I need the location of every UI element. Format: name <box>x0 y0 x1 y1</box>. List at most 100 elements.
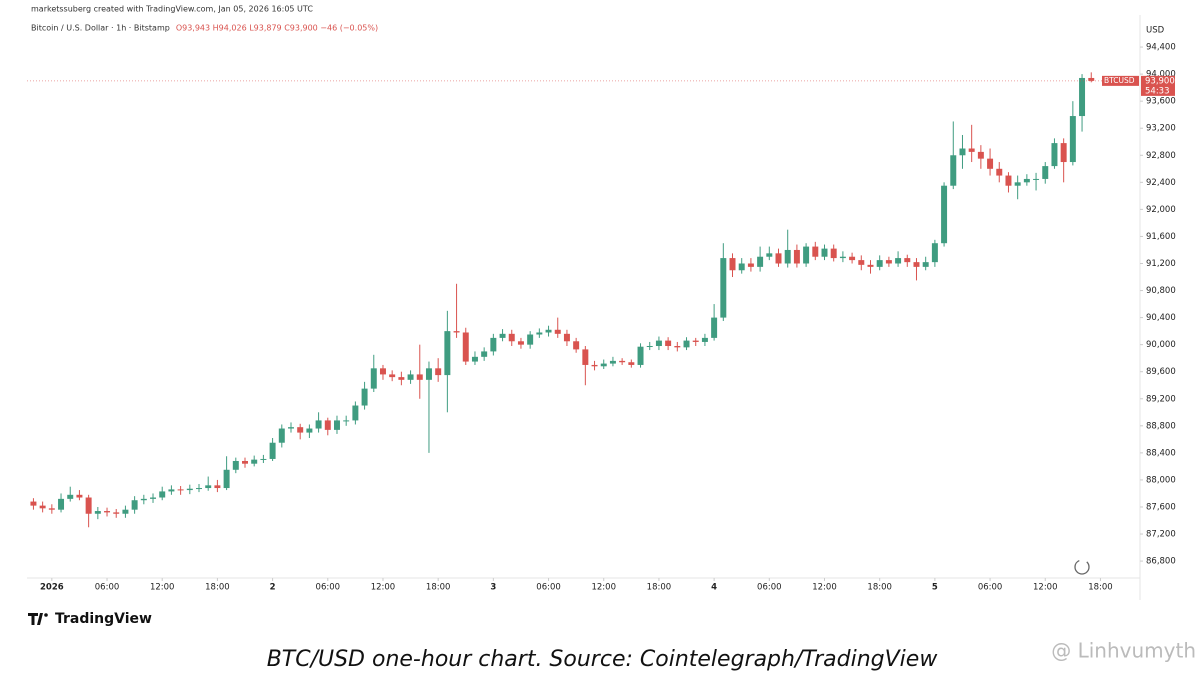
candle-body <box>913 262 920 267</box>
candle-body <box>711 317 718 338</box>
x-tick-label: 06:00 <box>978 583 1003 593</box>
candle-body <box>214 485 221 489</box>
candle-body <box>554 329 561 334</box>
candle-body <box>297 427 304 433</box>
candle-body <box>821 248 828 257</box>
x-tick-label: 12:00 <box>371 583 396 593</box>
y-tick-label: 87,600 <box>1146 502 1176 512</box>
candle-body <box>1033 178 1040 180</box>
candle-body <box>113 512 120 514</box>
candle-body <box>867 264 874 267</box>
candle-body <box>941 185 948 244</box>
x-tick-label: 18:00 <box>1088 583 1113 593</box>
candle-body <box>904 258 911 263</box>
caption: BTC/USD one-hour chart. Source: Cointele… <box>267 647 939 672</box>
candle-body <box>720 258 727 318</box>
x-tick-label: 2 <box>270 583 276 593</box>
y-tick-label: 91,200 <box>1146 259 1176 269</box>
candle-body <box>1014 182 1021 186</box>
candle-body <box>1079 77 1086 117</box>
candle-body <box>278 428 285 443</box>
candle-body <box>793 249 800 264</box>
candle-body <box>416 374 423 380</box>
candle-body <box>683 340 690 348</box>
y-tick-label: 87,200 <box>1146 530 1176 540</box>
x-tick-label: 5 <box>932 583 938 593</box>
candle-body <box>655 340 662 347</box>
candle-body <box>435 368 442 376</box>
candle-body <box>508 333 515 342</box>
candle-body <box>306 428 313 433</box>
x-tick-label: 06:00 <box>536 583 561 593</box>
candle-body <box>407 374 414 380</box>
y-tick-label: 90,800 <box>1146 286 1176 296</box>
candle-body <box>637 346 644 365</box>
candle-body <box>545 329 552 333</box>
y-tick-label: 92,000 <box>1146 205 1176 215</box>
candle-body <box>48 508 55 510</box>
candle-body <box>830 248 837 259</box>
candle-body <box>186 488 193 491</box>
candle-body <box>573 341 580 350</box>
candle-body <box>646 346 653 348</box>
candle-body <box>1051 143 1058 167</box>
x-tick-label: 06:00 <box>95 583 120 593</box>
ohlc: O93,943 H94,026 L93,879 C93,900 −46 (−0.… <box>176 24 378 33</box>
candle-body <box>94 511 101 514</box>
candle-body <box>977 151 984 159</box>
candle-body <box>812 246 819 257</box>
candle-body <box>1005 175 1012 186</box>
y-tick-label: 89,200 <box>1146 394 1176 404</box>
candle-body <box>242 460 248 464</box>
unit: USD <box>1146 26 1165 36</box>
candle-body <box>757 256 764 267</box>
candle-body <box>177 489 184 491</box>
candle-body <box>1088 77 1095 81</box>
y-tick-label: 93,200 <box>1146 124 1176 134</box>
candle-body <box>58 498 65 510</box>
reset-icon[interactable] <box>1074 559 1090 575</box>
candle-body <box>499 333 506 338</box>
y-tick-label: 88,400 <box>1146 448 1176 458</box>
candle-body <box>361 388 368 406</box>
candle-body <box>600 363 607 367</box>
candle-body <box>766 253 773 257</box>
candle-body <box>30 501 37 506</box>
candle-body <box>665 340 672 347</box>
candle-body <box>729 258 736 271</box>
candle-body <box>895 258 902 264</box>
x-tick-label: 06:00 <box>316 583 341 593</box>
candle-body <box>885 260 892 264</box>
candle-body <box>968 148 975 152</box>
x-tick-label: 18:00 <box>647 583 672 593</box>
candle-body <box>674 346 681 348</box>
candle-body <box>196 488 202 490</box>
candle-body <box>205 485 212 489</box>
candle-body <box>150 497 157 499</box>
x-tick-label: 12:00 <box>591 583 616 593</box>
candle-body <box>481 351 488 357</box>
candle-body <box>775 253 782 264</box>
candle-body <box>619 360 626 363</box>
y-tick-label: 88,000 <box>1146 475 1176 485</box>
candle-body <box>122 509 129 514</box>
candle-body <box>288 427 294 429</box>
candle-body <box>876 260 883 267</box>
candle-body <box>609 360 616 364</box>
candle-body <box>527 334 534 345</box>
x-tick-label: 18:00 <box>867 583 892 593</box>
candle-body <box>996 168 1003 176</box>
candle-body <box>490 337 497 352</box>
candle-body <box>858 260 865 265</box>
candle-body <box>379 368 386 375</box>
credit: marketssuberg created with TradingView.c… <box>31 5 313 14</box>
candle-body <box>67 494 74 499</box>
candle-body <box>251 459 258 464</box>
symbol: Bitcoin / U.S. Dollar · 1h · Bitstamp <box>31 24 170 33</box>
candle-body <box>223 469 230 489</box>
y-tick-label: 88,800 <box>1146 421 1176 431</box>
candle-body <box>352 405 359 421</box>
candle-body <box>444 331 451 376</box>
